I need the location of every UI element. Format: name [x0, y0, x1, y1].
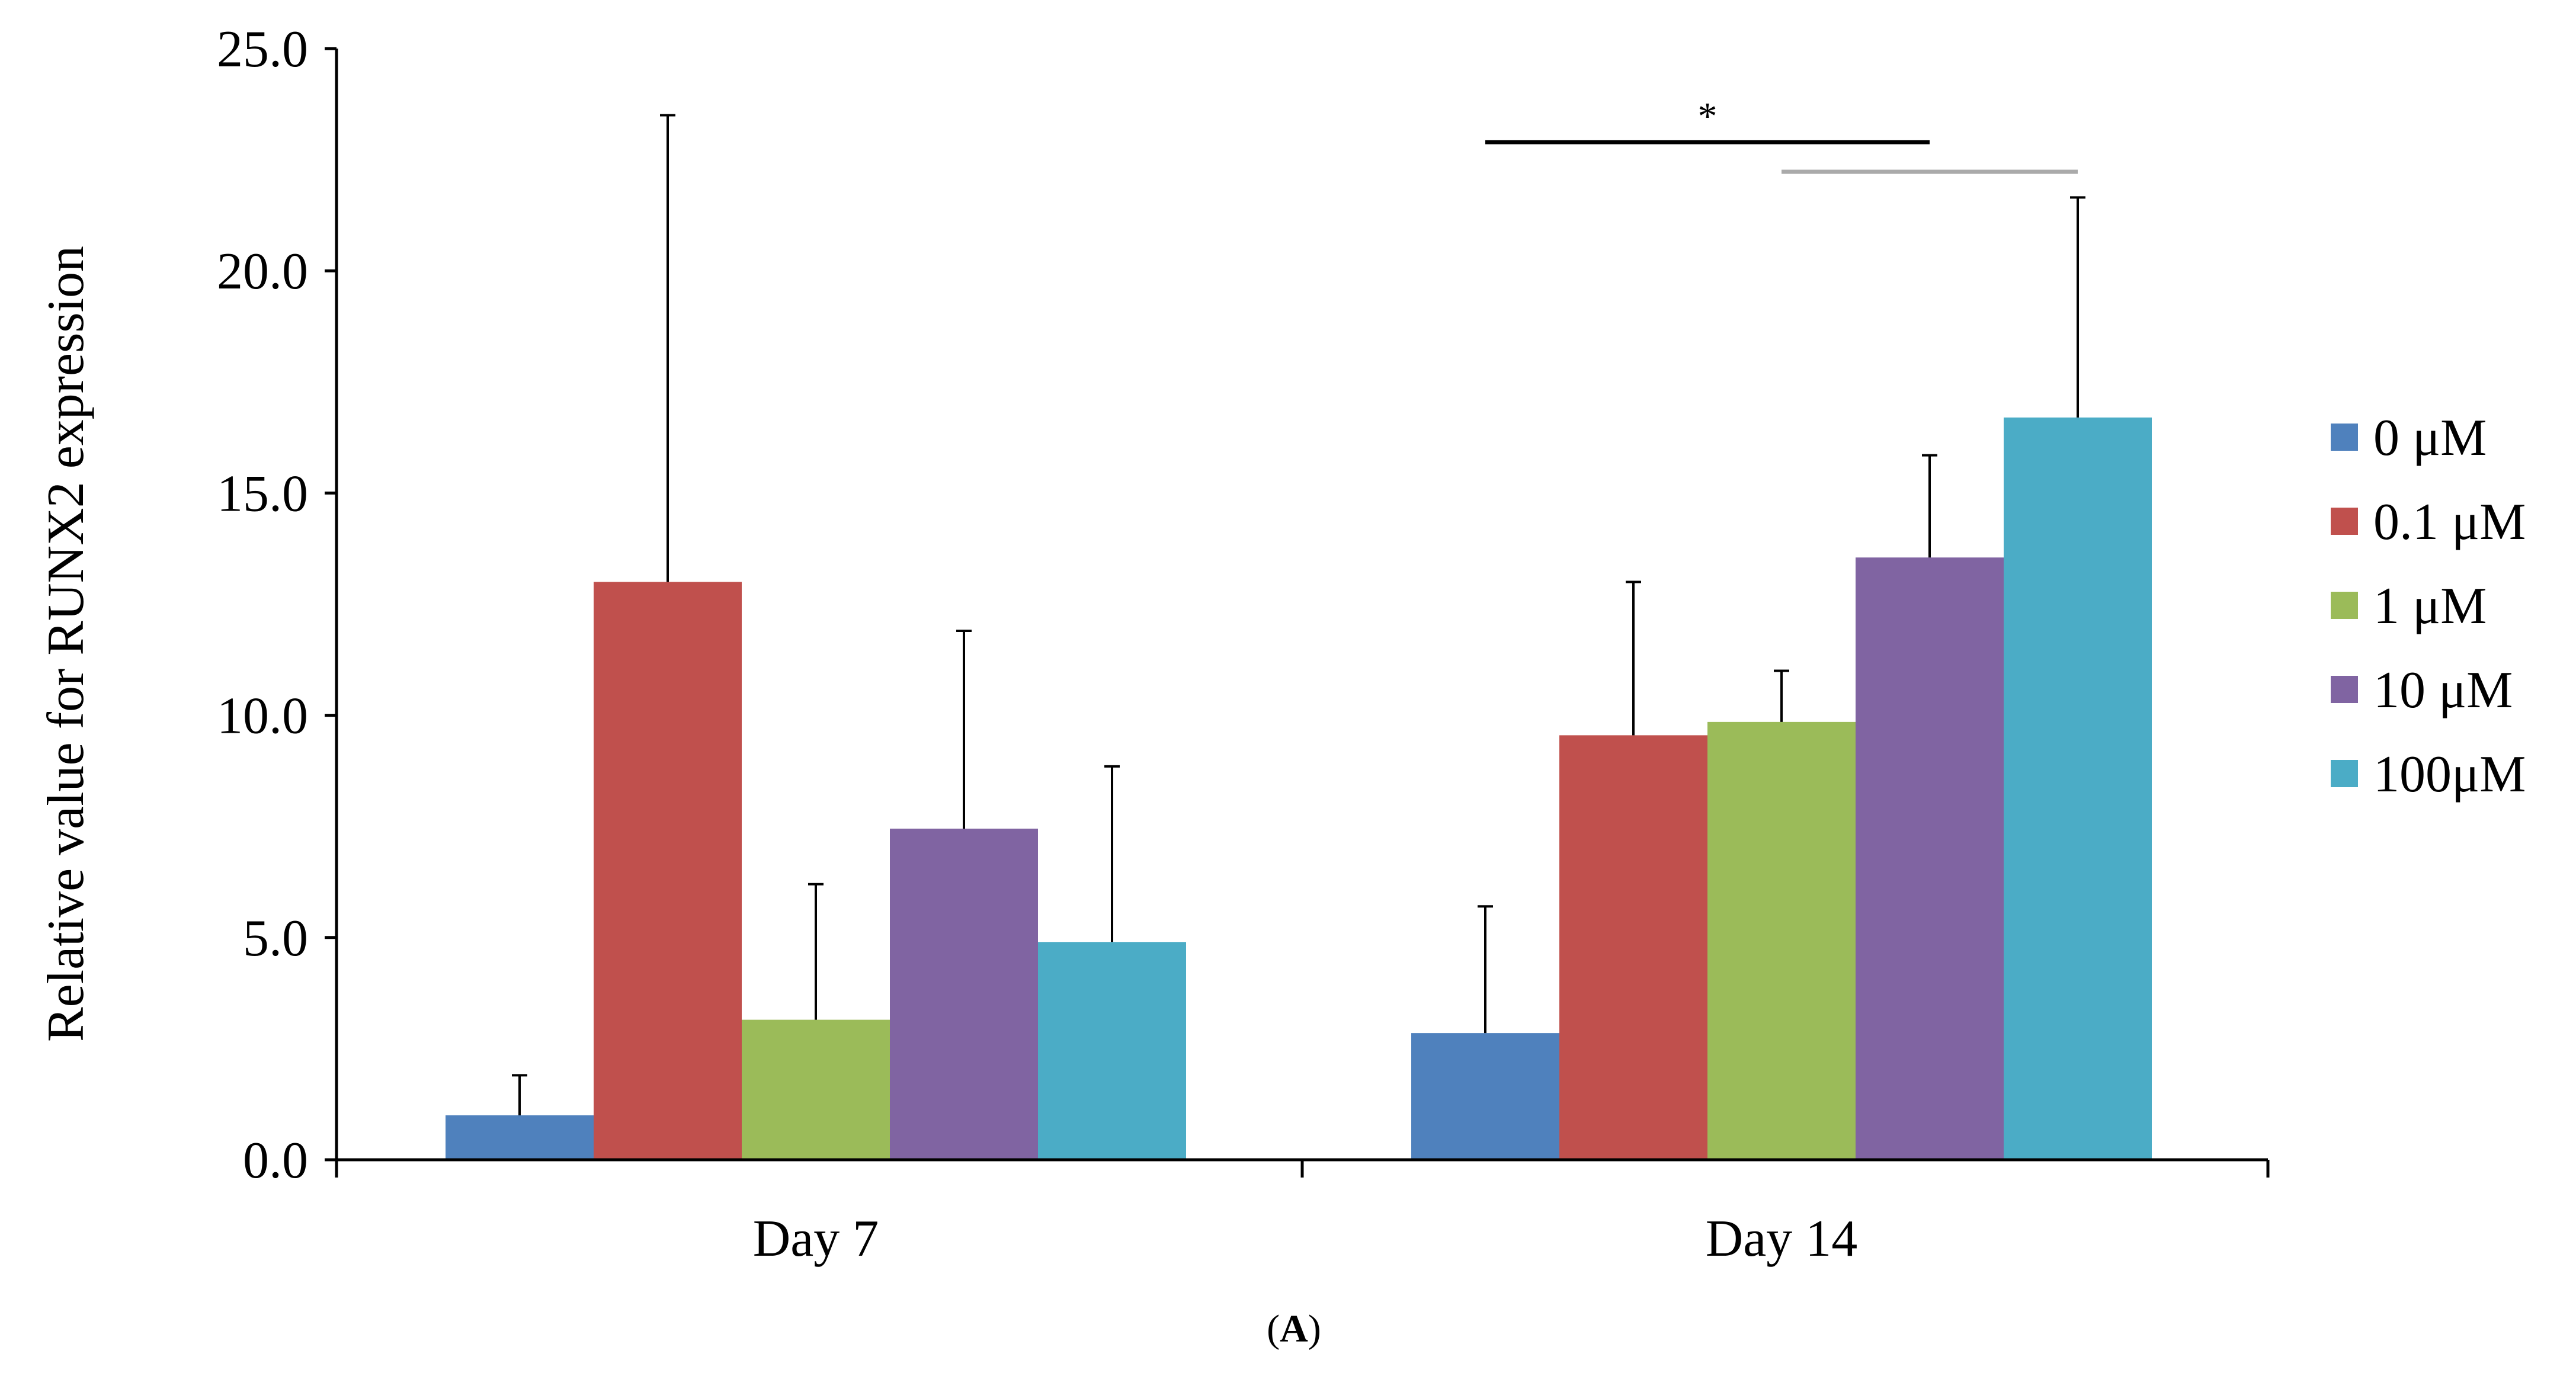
y-ticks-layer: 0.0 5.0 10.0 15.0 20.0 25.0 [217, 21, 337, 1189]
x-category-label: Day 14 [1706, 1210, 1858, 1268]
bar [2004, 417, 2152, 1160]
y-tick-label: 25.0 [217, 21, 308, 78]
legend-swatch [2331, 760, 2358, 787]
bar [1707, 721, 1856, 1160]
legend-label: 10 μM [2373, 662, 2513, 719]
panel-label: (A) [1267, 1307, 1321, 1350]
legend-label: 100μM [2373, 746, 2526, 803]
x-ticks-layer: Day 7 Day 14 [335, 1160, 2270, 1268]
panel-label-open: ( [1267, 1307, 1280, 1350]
y-tick-label: 15.0 [217, 465, 308, 522]
bars-layer [446, 417, 2152, 1160]
y-tick-label: 10.0 [217, 688, 308, 745]
bar [1856, 557, 2004, 1160]
bar [1411, 1033, 1559, 1160]
error-bars-layer [512, 114, 2085, 1115]
significance-layer: * [1485, 95, 2078, 174]
bar [742, 1019, 890, 1160]
legend: 0 μM 0.1 μM 1 μM 10 μM 100μM [2331, 409, 2526, 803]
y-tick-label: 0.0 [243, 1132, 308, 1189]
bar [890, 828, 1038, 1160]
y-tick-label: 20.0 [217, 243, 308, 300]
panel-label-letter: A [1280, 1307, 1308, 1350]
legend-swatch [2331, 592, 2358, 619]
legend-label: 0 μM [2373, 409, 2487, 467]
y-tick-label: 5.0 [243, 910, 308, 967]
bar [1038, 942, 1186, 1160]
x-category-label: Day 7 [753, 1210, 879, 1268]
legend-swatch [2331, 676, 2358, 703]
legend-label: 0.1 μM [2373, 493, 2526, 551]
legend-label: 1 μM [2373, 578, 2487, 635]
panel-label-close: ) [1308, 1307, 1321, 1350]
significance-star: * [1698, 95, 1718, 138]
bar [594, 582, 742, 1160]
bar [446, 1115, 594, 1160]
bar [1559, 735, 1707, 1160]
y-axis-label: Relative value for RUNX2 expression [37, 246, 95, 1042]
legend-swatch [2331, 424, 2358, 451]
legend-swatch [2331, 508, 2358, 535]
